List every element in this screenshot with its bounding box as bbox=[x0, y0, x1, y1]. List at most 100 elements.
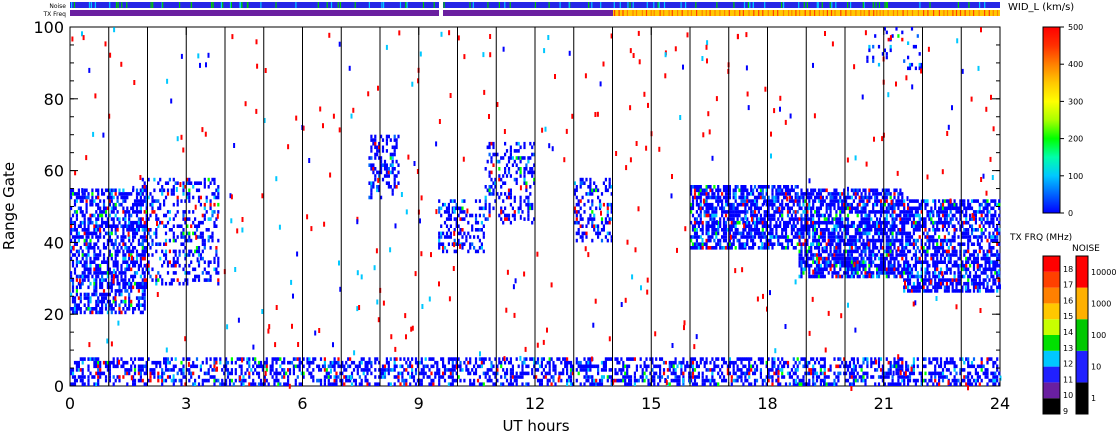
echo-cell bbox=[529, 192, 532, 196]
echo-cell bbox=[130, 260, 133, 264]
echo-cell bbox=[459, 231, 462, 236]
echo-cell bbox=[374, 167, 377, 171]
echo-cell bbox=[893, 224, 896, 228]
echo-cell bbox=[104, 278, 108, 282]
echo-cell bbox=[767, 242, 770, 246]
echo-cell bbox=[835, 256, 838, 261]
echo-cell bbox=[405, 378, 408, 383]
echo-cell bbox=[188, 188, 191, 193]
echo-cell bbox=[965, 206, 968, 211]
echo-cell bbox=[864, 263, 867, 268]
echo-cell bbox=[164, 368, 168, 372]
echo-cell bbox=[734, 228, 737, 232]
echo-cell bbox=[403, 378, 406, 383]
echo-cell bbox=[709, 202, 712, 207]
noise-mark bbox=[680, 2, 682, 8]
echo-cell bbox=[951, 206, 954, 211]
echo-cell bbox=[932, 213, 935, 218]
echo-cell bbox=[170, 263, 173, 268]
echo-cell bbox=[858, 210, 861, 214]
echo-cell bbox=[848, 260, 852, 264]
echo-cell bbox=[374, 177, 377, 182]
echo-cell bbox=[771, 213, 774, 218]
echo-cell bbox=[841, 202, 844, 207]
echo-cell bbox=[163, 253, 166, 257]
echo-cell bbox=[837, 217, 840, 221]
echo-cell bbox=[866, 199, 869, 203]
echo-cell bbox=[145, 199, 148, 203]
echo-cell bbox=[802, 228, 805, 232]
echo-cell bbox=[579, 185, 582, 189]
echo-cell bbox=[918, 228, 921, 232]
echo-cell bbox=[263, 364, 266, 369]
echo-cell bbox=[823, 246, 826, 250]
echo-cell bbox=[899, 199, 902, 203]
echo-cell bbox=[922, 217, 925, 221]
echo-cell bbox=[839, 192, 842, 196]
echo-cell bbox=[174, 260, 177, 264]
echo-cell bbox=[199, 231, 202, 236]
echo-cell bbox=[781, 246, 784, 250]
echo-cell bbox=[482, 235, 485, 239]
echo-cell bbox=[945, 289, 948, 293]
echo-cell bbox=[137, 242, 140, 246]
echo-cell bbox=[95, 289, 98, 293]
echo-cell bbox=[490, 177, 493, 182]
echo-cell bbox=[864, 213, 867, 218]
echo-cell bbox=[732, 231, 735, 236]
echo-cell bbox=[986, 274, 989, 279]
echo-cell bbox=[203, 278, 206, 282]
echo-cell bbox=[81, 199, 84, 203]
echo-cell bbox=[577, 202, 580, 207]
echo-cell bbox=[854, 228, 857, 232]
echo-cell bbox=[186, 278, 189, 282]
echo-cell bbox=[695, 217, 698, 221]
echo-cell bbox=[306, 360, 309, 365]
echo-cell bbox=[164, 378, 168, 383]
echo-cell bbox=[469, 242, 472, 246]
echo-cell bbox=[697, 224, 700, 228]
echo-cell bbox=[393, 375, 396, 379]
echo-cell bbox=[726, 195, 729, 200]
echo-cell bbox=[85, 188, 88, 193]
echo-cell bbox=[143, 382, 146, 386]
echo-cell bbox=[298, 357, 301, 361]
echo-cell bbox=[172, 177, 175, 182]
echo-cell bbox=[133, 382, 137, 386]
echo-cell bbox=[965, 289, 968, 293]
freq-mark bbox=[705, 10, 707, 16]
echo-cell bbox=[953, 246, 956, 250]
echo-cell bbox=[893, 267, 896, 272]
echo-cell bbox=[226, 375, 230, 379]
echo-cell bbox=[912, 274, 915, 279]
echo-cell bbox=[370, 163, 373, 167]
echo-cell bbox=[998, 231, 1001, 236]
echo-cell bbox=[887, 188, 890, 193]
echo-cell bbox=[81, 253, 84, 257]
echo-cell bbox=[806, 242, 809, 246]
echo-cell bbox=[862, 199, 865, 203]
echo-cell bbox=[480, 246, 483, 250]
echo-cell bbox=[792, 199, 795, 203]
echo-cell bbox=[845, 202, 848, 207]
echo-cell bbox=[717, 224, 720, 228]
echo-cell bbox=[492, 141, 495, 146]
echo-cell bbox=[804, 213, 807, 218]
echo-cell bbox=[573, 210, 576, 214]
echo-cell bbox=[750, 228, 753, 232]
echo-cell bbox=[126, 267, 129, 272]
echo-cell bbox=[790, 185, 793, 189]
echo-cell bbox=[846, 267, 850, 272]
echo-cell bbox=[87, 246, 90, 250]
echo-cell bbox=[854, 238, 857, 243]
echo-cell bbox=[145, 281, 148, 286]
echo-cell bbox=[817, 217, 821, 221]
echo-cell bbox=[257, 364, 261, 369]
echo-cell bbox=[226, 371, 230, 376]
echo-cell bbox=[99, 199, 102, 203]
echo-cell bbox=[736, 231, 739, 236]
echo-cell bbox=[509, 152, 512, 157]
echo-cell bbox=[788, 195, 791, 200]
echo-cell bbox=[967, 220, 970, 225]
echo-cell bbox=[864, 217, 867, 221]
